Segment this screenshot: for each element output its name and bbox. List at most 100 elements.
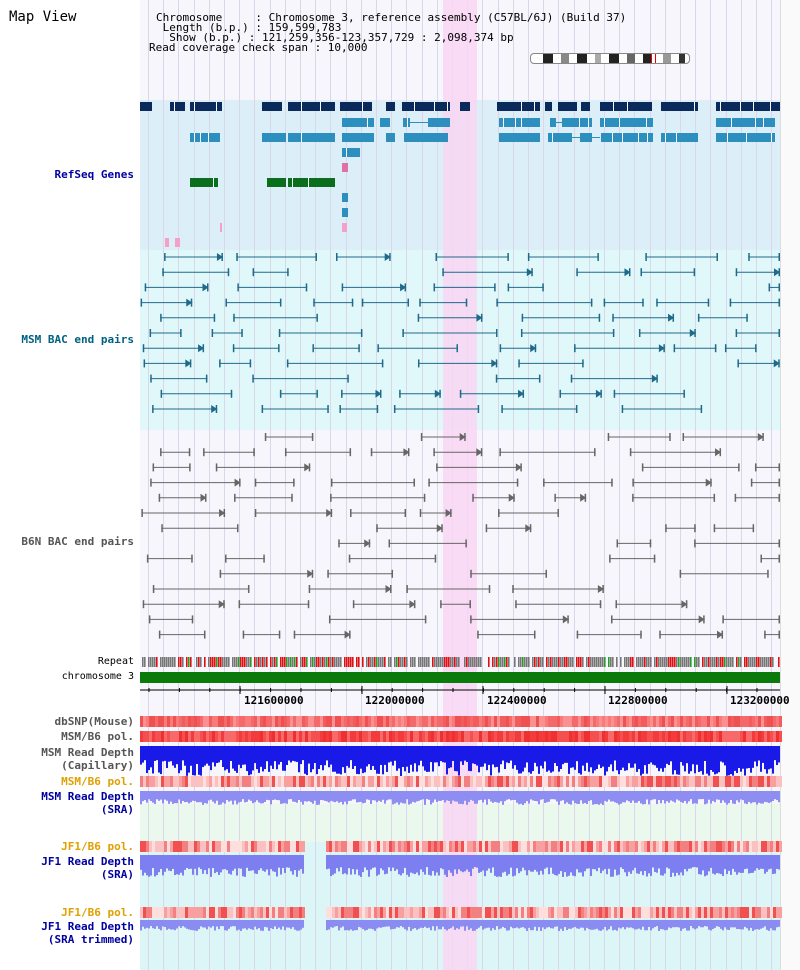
msm-b6-pol-sra-label[interactable]: MSM/B6 pol.	[61, 775, 134, 788]
depth-bar	[564, 920, 566, 928]
bac-end	[778, 253, 780, 261]
msm-read-depth-sra-label[interactable]: MSM Read Depth	[41, 790, 134, 803]
bac-end	[158, 493, 161, 502]
repeat-element	[694, 657, 696, 667]
depth-bar	[590, 920, 592, 930]
heat-cell	[284, 907, 287, 918]
depth-bar	[620, 920, 622, 929]
bac-end	[328, 615, 331, 624]
depth-bar	[700, 920, 702, 928]
heat-cell	[227, 776, 230, 787]
depth-bar	[156, 920, 158, 927]
msm-bac-end-pairs-label[interactable]: MSM BAC end pairs	[21, 333, 134, 346]
dbsnp-label[interactable]: dbSNP(Mouse)	[54, 715, 134, 728]
heat-cell	[422, 716, 425, 727]
heat-cell	[716, 716, 719, 727]
bac-end	[391, 569, 394, 578]
grid-line	[695, 0, 696, 970]
depth-bar	[268, 791, 270, 801]
depth-bar	[274, 746, 276, 762]
msm-read-depth-capillary-label[interactable]: MSM Read Depth	[41, 746, 134, 759]
heat-cell	[767, 731, 770, 742]
b6n-bac-end-pairs-label[interactable]: B6N BAC end pairs	[21, 535, 134, 548]
bac-end	[370, 448, 373, 457]
heat-cell	[776, 907, 779, 918]
depth-bar	[150, 746, 152, 768]
bac-end	[152, 405, 154, 413]
heat-cell	[356, 716, 359, 727]
depth-bar	[230, 920, 232, 927]
depth-bar	[454, 855, 456, 870]
bac-end	[594, 448, 596, 457]
axis-tick-label: 122400000	[487, 694, 547, 707]
heat-cell	[437, 716, 440, 727]
msm-b6-pol-label[interactable]: MSM/B6 pol.	[61, 730, 134, 743]
depth-bar	[148, 855, 150, 877]
chromosome-ideogram[interactable]	[530, 53, 690, 64]
depth-bar	[684, 746, 686, 772]
heat-cell	[671, 776, 674, 787]
heat-cell	[698, 907, 701, 918]
heat-cell	[539, 731, 542, 742]
depth-bar	[634, 920, 636, 930]
refseq-genes-label[interactable]: RefSeq Genes	[54, 168, 134, 181]
depth-bar	[748, 920, 750, 931]
bac-end	[642, 298, 644, 307]
repeat-element	[472, 657, 474, 667]
heat-cell	[164, 776, 167, 787]
bac-end	[518, 359, 520, 368]
depth-bar	[382, 746, 384, 775]
depth-bar	[568, 746, 570, 774]
depth-bar	[606, 920, 608, 931]
heat-cell	[143, 716, 146, 727]
repeat-element	[480, 657, 482, 667]
repeat-element	[670, 657, 672, 667]
jf1-b6-pol-trim-label[interactable]: JF1/B6 pol.	[61, 906, 134, 919]
depth-bar	[278, 920, 280, 928]
jf1-b6-pol-label[interactable]: JF1/B6 pol.	[61, 840, 134, 853]
heat-cell	[602, 776, 605, 787]
exon-boundary	[770, 102, 771, 111]
jf1-read-depth-trim-label[interactable]: JF1 Read Depth	[41, 920, 134, 933]
repeat-label[interactable]: Repeat	[97, 656, 134, 667]
depth-bar	[536, 920, 538, 931]
depth-bar	[478, 920, 480, 928]
depth-bar	[200, 855, 202, 870]
repeat-element	[500, 657, 502, 667]
heat-cell	[278, 716, 281, 727]
depth-bar	[328, 746, 330, 768]
depth-bar	[180, 791, 182, 804]
bac-arrow	[326, 509, 333, 517]
depth-bar	[508, 791, 510, 800]
selected-region-highlight[interactable]	[443, 0, 477, 970]
heat-cell	[710, 716, 713, 727]
bac-end	[735, 329, 738, 337]
depth-bar	[624, 920, 626, 930]
jf1-read-depth-sra-label[interactable]: JF1 Read Depth	[41, 855, 134, 868]
depth-bar	[686, 746, 688, 764]
heat-cell	[281, 841, 284, 852]
depth-bar	[312, 791, 314, 804]
depth-bar	[642, 791, 644, 805]
depth-bar	[466, 746, 468, 762]
heat-cell	[605, 716, 608, 727]
bac-arrow	[651, 374, 658, 383]
heat-cell	[242, 716, 245, 727]
gene-feature	[175, 238, 180, 247]
bac-end	[729, 298, 732, 307]
bac-arrow	[698, 615, 705, 624]
depth-bar	[666, 746, 668, 764]
depth-bar	[502, 920, 504, 927]
heat-cell	[713, 907, 716, 918]
heat-cell	[665, 841, 668, 852]
depth-bar	[586, 920, 588, 928]
heat-cell	[299, 716, 302, 727]
depth-bar	[260, 855, 262, 869]
chromosome-label[interactable]: chromosome 3	[61, 671, 134, 682]
heat-cell	[182, 907, 185, 918]
bac-end	[188, 448, 191, 457]
heat-cell	[533, 731, 536, 742]
right-scrollbar[interactable]	[780, 0, 800, 970]
depth-bar	[444, 920, 446, 930]
